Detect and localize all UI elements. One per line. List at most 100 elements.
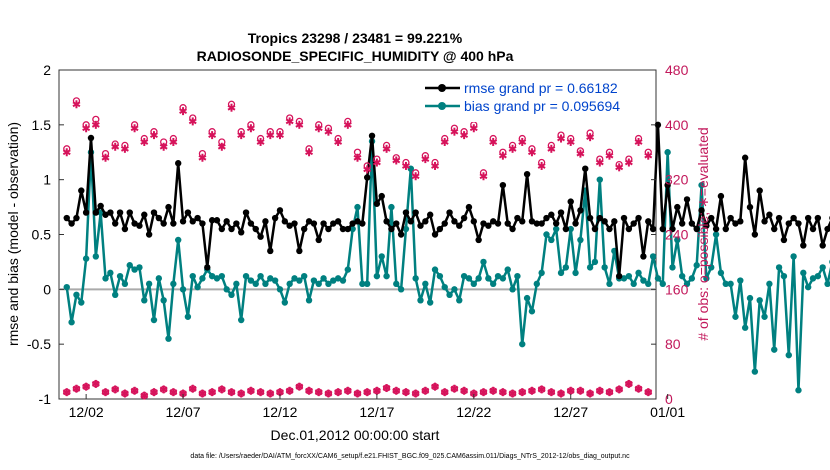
- bias-point: [242, 272, 250, 280]
- rmse-point: [407, 218, 415, 225]
- star-stroke: [276, 389, 284, 396]
- rmse-point: [296, 247, 303, 255]
- y-right-tick-label: 400: [665, 117, 689, 133]
- star-stroke: [421, 387, 430, 394]
- obs-evaluated-low-marker: [324, 389, 333, 398]
- y-tick-label: 0: [43, 281, 51, 297]
- bias-point: [635, 269, 642, 277]
- bias-point: [746, 294, 754, 302]
- obs-evaluated-marker: [431, 161, 439, 170]
- obs-evaluated-low-marker: [72, 384, 81, 393]
- obs-evaluated-low-marker: [295, 382, 304, 391]
- obs-evaluated-marker: [401, 161, 410, 170]
- bias-point: [92, 253, 100, 260]
- rmse-point: [645, 218, 652, 225]
- bias-point: [121, 280, 129, 288]
- star-stroke: [450, 385, 459, 392]
- obs-evaluated-low-marker: [130, 386, 139, 395]
- x-tick-label: 12/22: [456, 404, 491, 420]
- star-stroke: [353, 390, 362, 397]
- rmse-point: [242, 209, 250, 216]
- bias-point: [349, 225, 356, 233]
- rmse-point: [102, 211, 109, 218]
- star-stroke: [624, 159, 633, 166]
- rmse-point: [737, 218, 744, 225]
- rmse-point: [504, 220, 511, 227]
- star-stroke: [421, 156, 430, 162]
- rmse-point: [489, 218, 497, 225]
- bias-point: [63, 283, 70, 291]
- obs-evaluated-marker: [353, 153, 362, 162]
- footnote: data file: /Users/raeder/DAI/ATM_forcXX/…: [190, 453, 630, 460]
- obs-evaluated-low-marker: [392, 386, 401, 395]
- obs-evaluated-low-marker: [101, 388, 110, 397]
- bias-point: [233, 280, 240, 288]
- star-stroke: [644, 389, 653, 396]
- rmse-point: [165, 203, 172, 211]
- star-stroke: [401, 163, 410, 169]
- rmse-point: [698, 207, 705, 214]
- rmse-point: [543, 214, 550, 222]
- star-stroke: [150, 389, 158, 396]
- bias-point: [562, 264, 570, 271]
- star-stroke: [159, 386, 168, 393]
- obs-evaluated-low-marker: [586, 389, 595, 398]
- star-stroke: [508, 390, 517, 397]
- rmse-point: [557, 209, 565, 216]
- bias-point: [717, 269, 725, 277]
- star-stroke: [208, 132, 217, 138]
- bias-point: [68, 319, 75, 326]
- rmse-point: [431, 231, 439, 238]
- x-tick-label: 12/17: [359, 404, 394, 420]
- star-stroke: [237, 390, 246, 397]
- rmse-point: [436, 225, 444, 233]
- star-stroke: [82, 383, 91, 390]
- rmse-point: [591, 225, 599, 233]
- obs-evaluated-low-marker: [120, 389, 129, 398]
- rmse-point: [131, 220, 138, 227]
- star-stroke: [469, 125, 478, 132]
- bias-point: [116, 272, 124, 280]
- bias-point: [359, 280, 366, 288]
- star-stroke: [101, 154, 110, 161]
- bias-point: [737, 277, 744, 284]
- rmse-point: [281, 218, 289, 225]
- obs-evaluated-low-marker: [256, 388, 265, 397]
- bias-point: [533, 280, 540, 288]
- star-stroke: [169, 389, 178, 396]
- chart-subtitle: RADIOSONDE_SPECIFIC_HUMIDITY @ 400 hPa: [197, 48, 514, 64]
- star-stroke: [324, 128, 333, 135]
- obs-evaluated-marker: [392, 156, 401, 165]
- obs-evaluated-marker: [169, 137, 178, 146]
- rmse-point: [635, 214, 642, 222]
- star-stroke: [479, 389, 488, 396]
- obs-evaluated-marker: [314, 124, 323, 133]
- bias-point: [422, 280, 429, 288]
- star-stroke: [527, 149, 536, 156]
- rmse-point: [383, 218, 390, 225]
- obs-evaluated-low-marker: [576, 386, 585, 395]
- bias-point: [654, 275, 662, 282]
- obs-evaluated-low-marker: [169, 388, 178, 397]
- y-right-tick-label: 160: [665, 281, 689, 297]
- bias-point: [543, 231, 550, 238]
- rmse-point: [693, 225, 700, 233]
- rmse-point: [136, 222, 143, 229]
- rmse-point: [538, 220, 545, 227]
- rmse-point: [514, 214, 521, 222]
- bias-point: [761, 313, 768, 320]
- count-layer: [62, 97, 653, 400]
- bias-point: [194, 283, 201, 291]
- obs-evaluated-low-marker: [363, 388, 372, 397]
- star-stroke: [392, 157, 401, 164]
- bias-point: [431, 266, 439, 273]
- bias-point: [649, 253, 657, 260]
- star-stroke: [634, 139, 643, 145]
- bias-point: [640, 277, 647, 284]
- rmse-point: [218, 225, 226, 233]
- rmse-point: [717, 192, 725, 200]
- star-stroke: [159, 143, 168, 150]
- star-stroke: [469, 390, 478, 397]
- bias-point: [252, 280, 259, 288]
- star-stroke: [82, 125, 91, 132]
